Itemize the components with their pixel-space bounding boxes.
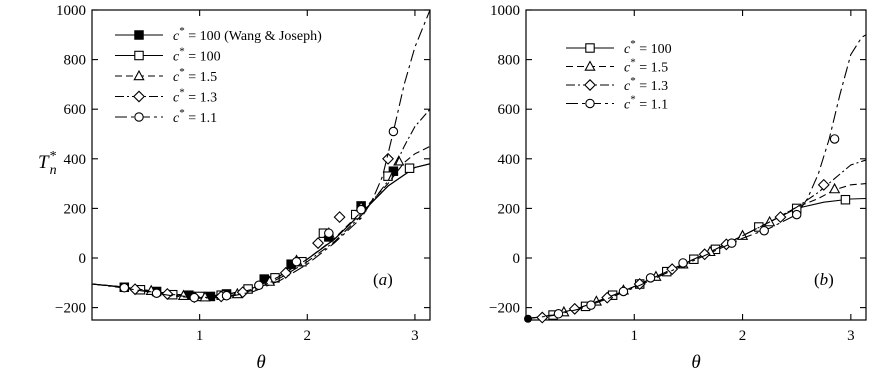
- y-tick-label: 1000: [490, 3, 520, 19]
- panel-annotation: (a): [373, 270, 393, 289]
- y-tick-label: 400: [64, 152, 87, 168]
- legend-entry: c* = 100 (Wang & Joseph): [173, 25, 322, 44]
- open-circle-marker: [291, 256, 302, 267]
- series-line: [92, 10, 430, 299]
- open-diamond-marker: [536, 311, 549, 324]
- open-circle-marker: [356, 204, 366, 215]
- filled-square-marker: [388, 166, 399, 176]
- legend-open-triangle-marker: [133, 69, 145, 81]
- open-triangle-marker: [199, 291, 211, 302]
- open-circle-marker: [586, 300, 596, 310]
- legend-entry: c* = 100: [624, 38, 672, 57]
- open-circle-marker: [553, 309, 564, 319]
- legend-open-triangle-marker: [584, 60, 596, 71]
- y-tick-label: 1000: [56, 3, 86, 19]
- series-3: [526, 34, 866, 320]
- series-line: [526, 159, 866, 320]
- plot-frame: [525, 9, 867, 321]
- open-diamond-marker: [129, 283, 142, 296]
- open-diamond-marker: [698, 248, 711, 261]
- legend-open-circle-marker: [134, 112, 144, 122]
- legend-entry: c* = 1.3: [624, 75, 668, 94]
- plot-frame: [91, 9, 431, 321]
- series-line: [526, 183, 866, 320]
- start-point: [524, 314, 532, 323]
- legend-entry: c* = 1.3: [173, 87, 217, 106]
- legend-entry: c* = 1.1: [624, 94, 668, 113]
- open-square-marker: [404, 163, 415, 173]
- x-tick-label: 1: [196, 328, 204, 344]
- legend-filled-square-marker: [134, 30, 144, 40]
- series-0: [526, 194, 866, 320]
- open-circle-marker: [151, 288, 162, 298]
- open-diamond-marker: [568, 302, 581, 315]
- legend-open-diamond-marker: [584, 79, 596, 91]
- open-diamond-marker: [666, 263, 679, 276]
- open-circle-marker: [618, 286, 629, 297]
- open-circle-marker: [221, 290, 232, 301]
- legend-entry: c* = 1.1: [173, 107, 217, 126]
- open-square-marker: [350, 209, 361, 220]
- open-circle-marker: [678, 258, 688, 268]
- open-diamond-marker: [312, 237, 325, 250]
- x-axis-label: θ: [256, 352, 265, 373]
- open-diamond-marker: [601, 291, 614, 304]
- open-circle-marker: [759, 225, 769, 236]
- series-2: [526, 159, 866, 324]
- y-tick-label: 0: [79, 251, 87, 267]
- panel-annotation: (b): [814, 270, 834, 289]
- series-line: [526, 34, 866, 320]
- legend-open-circle-marker: [585, 98, 595, 109]
- y-tick-label: 800: [64, 53, 87, 69]
- x-tick-label: 2: [739, 328, 747, 344]
- x-tick-label: 1: [631, 328, 639, 344]
- open-diamond-marker: [633, 278, 646, 291]
- legend-entry: c* = 1.5: [624, 57, 668, 76]
- x-tick-label: 2: [304, 328, 312, 344]
- open-circle-marker: [829, 134, 840, 144]
- series-4: [92, 10, 430, 303]
- legend-entry: c* = 1.5: [173, 66, 217, 85]
- open-circle-marker: [189, 292, 200, 303]
- series-line: [92, 145, 430, 298]
- open-square-marker: [383, 171, 393, 181]
- legend-open-square-marker: [585, 43, 595, 53]
- x-tick-label: 3: [847, 328, 855, 344]
- open-diamond-marker: [161, 287, 174, 300]
- open-triangle-marker: [828, 182, 841, 194]
- y-tick-label: 0: [513, 251, 521, 267]
- y-tick-label: 200: [64, 201, 87, 217]
- open-diamond-marker: [774, 211, 787, 224]
- open-circle-marker: [254, 280, 264, 291]
- chart-panel-a: −200 0 200 400 600 800 1000 1 2 3 θ T* n c* = 100 (Wa…: [38, 3, 431, 373]
- open-square-marker: [840, 194, 851, 205]
- open-circle-marker: [324, 228, 334, 238]
- open-diamond-marker: [382, 152, 394, 165]
- open-circle-marker: [791, 209, 802, 220]
- y-tick-label: 800: [498, 53, 521, 69]
- y-tick-label: −200: [55, 301, 86, 317]
- open-diamond-marker: [333, 211, 346, 224]
- open-circle-marker: [119, 283, 130, 293]
- open-circle-marker: [645, 273, 656, 283]
- y-tick-label: 600: [64, 102, 87, 118]
- y-tick-label: 600: [498, 102, 521, 118]
- y-tick-label: −200: [489, 301, 520, 317]
- y-tick-label: 400: [498, 152, 521, 168]
- legend-open-square-marker: [134, 50, 144, 61]
- open-diamond-marker: [817, 178, 830, 191]
- y-tick-label: 200: [498, 201, 521, 217]
- legend-entry: c* = 100: [173, 46, 221, 65]
- open-triangle-marker: [263, 275, 276, 286]
- x-axis-label: θ: [691, 352, 700, 373]
- y-axis-label: T* n: [38, 149, 57, 178]
- open-circle-marker: [726, 238, 737, 248]
- x-tick-label: 3: [411, 328, 419, 344]
- legend-open-diamond-marker: [133, 90, 145, 103]
- open-circle-marker: [388, 126, 399, 137]
